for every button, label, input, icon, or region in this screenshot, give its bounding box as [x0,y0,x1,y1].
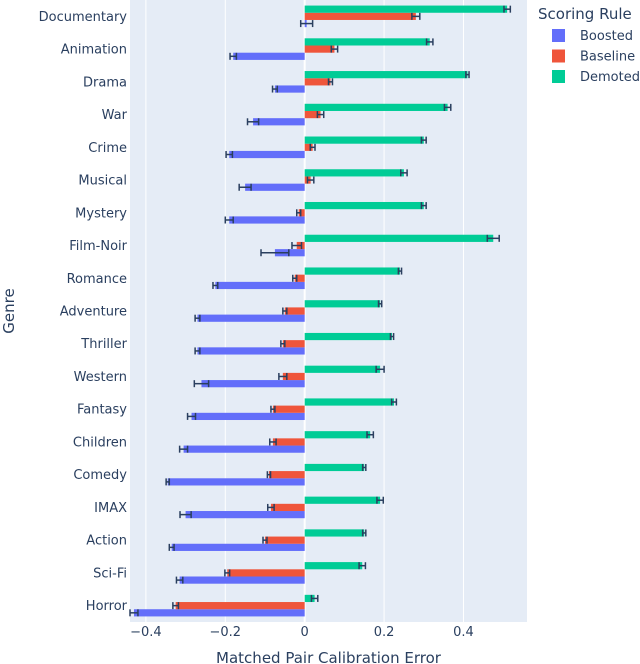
x-tick-label: 0 [301,625,309,640]
bar-demoted [304,5,508,13]
bar-baseline [304,12,416,20]
y-tick-label: Children [73,435,127,450]
bar-demoted [304,38,430,46]
y-tick-label: Crime [88,141,127,156]
bar-baseline [304,143,313,151]
bar-demoted [304,463,365,472]
y-tick-label: Romance [67,272,127,287]
legend-swatch-baseline[interactable] [552,49,565,63]
bar-boosted [191,412,305,421]
plot-background [130,0,527,622]
bar-boosted [167,478,305,486]
bar-demoted [304,398,395,406]
legend[interactable]: Scoring Rule Boosted Baseline Demoted [538,5,640,85]
bar-demoted [304,496,381,504]
y-tick-label: IMAX [94,501,127,516]
y-tick-label: Animation [61,43,127,58]
error-bars [129,5,512,617]
bar-demoted [304,300,381,308]
x-axis-title: Matched Pair Calibration Error [216,649,442,664]
bar-demoted [304,71,468,79]
x-tick-label: −0.2 [209,625,241,640]
bar-baseline [284,307,305,315]
x-tick-label: 0.2 [374,625,395,640]
bar-demoted [304,594,315,603]
x-tick-label: 0.4 [453,625,474,640]
legend-title: Scoring Rule [538,5,632,23]
bar-baseline [175,602,305,610]
bar-baseline [227,569,305,577]
legend-label-boosted[interactable]: Boosted [580,29,633,44]
y-tick-label: Adventure [60,305,127,320]
bar-boosted [183,445,305,453]
bar-boosted [233,52,305,60]
bar-boosted [229,216,305,224]
bar-boosted [229,150,305,159]
bar-demoted [304,562,363,570]
y-tick-label: Western [74,370,127,385]
bar-baseline [282,340,305,348]
y-tick-label: Sci-Fi [93,566,127,581]
y-tick-label: Fantasy [77,403,127,418]
bar-demoted [304,103,448,111]
y-tick-label: Drama [83,75,127,90]
bar-boosted [171,543,305,551]
x-tick-labels: −0.4 −0.2 0 0.2 0.4 [130,625,474,640]
bar-boosted [274,85,305,93]
bar-demoted [304,136,424,144]
y-tick-label: Horror [86,599,128,614]
bar-baseline [268,471,305,479]
bar-baseline [282,372,305,381]
bar-marks [133,5,508,617]
y-tick-label: Comedy [73,468,127,483]
y-tick-labels: Documentary Animation Drama War Crime Musical… [39,10,128,614]
y-tick-label: Thriller [80,337,127,352]
legend-swatch-demoted[interactable] [552,70,565,83]
legend-label-baseline[interactable]: Baseline [580,50,635,65]
bar-boosted [253,118,305,126]
y-tick-label: Film-Noir [69,239,127,254]
bar-baseline [270,503,305,512]
bar-demoted [304,169,404,177]
bar-baseline [272,405,305,413]
bar-demoted [304,267,400,275]
bar-demoted [304,234,494,242]
bar-boosted [215,281,305,290]
y-tick-label: Musical [78,174,127,189]
bar-boosted [245,183,305,191]
bar-baseline [272,438,305,446]
bar-baseline [294,274,305,282]
bar-baseline [298,209,305,217]
bar-baseline [304,110,321,119]
bar-boosted [274,249,305,257]
y-tick-label: Mystery [75,206,127,221]
bar-baseline [304,45,335,53]
bar-boosted [197,347,305,355]
bar-boosted [179,576,305,584]
y-tick-label: War [102,108,128,123]
bar-baseline [264,536,305,544]
bar-baseline [304,78,331,86]
legend-swatch-boosted[interactable] [552,29,565,42]
legend-label-demoted[interactable]: Demoted [580,70,640,85]
y-axis-title: Genre [0,288,18,333]
bar-boosted [185,511,305,519]
bar-demoted [304,332,393,341]
x-tick-label: −0.4 [130,625,162,640]
bar-boosted [201,380,305,388]
bar-demoted [304,431,371,439]
bar-boosted [133,609,305,617]
bar-demoted [304,201,424,210]
y-tick-label: Action [86,534,127,549]
y-tick-label: Documentary [39,10,128,25]
bar-demoted [304,365,381,373]
bar-demoted [304,529,365,537]
bar-boosted [197,314,305,322]
